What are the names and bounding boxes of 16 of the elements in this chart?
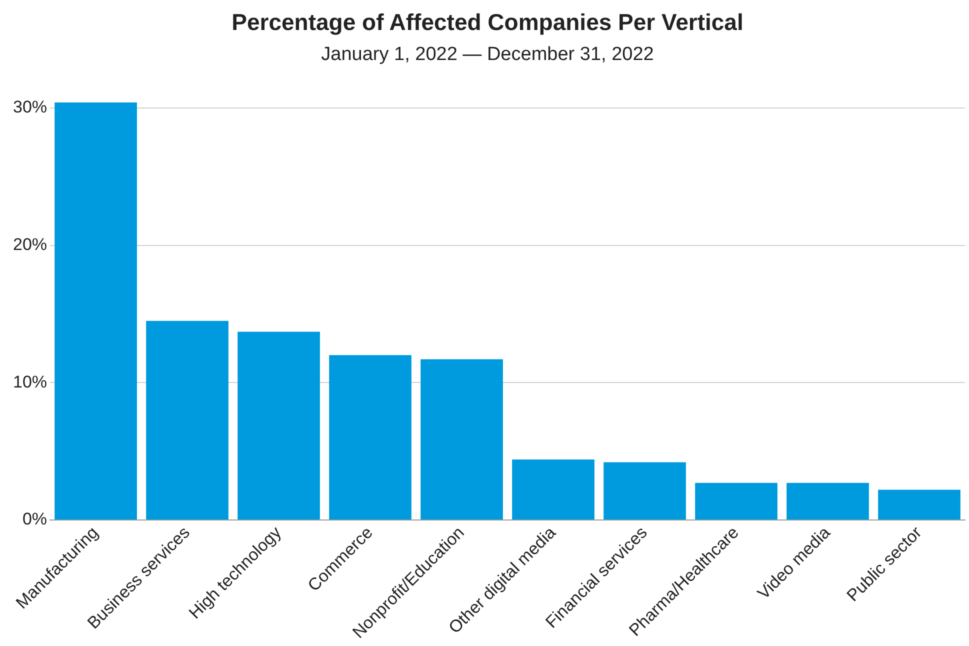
bar	[329, 355, 412, 520]
bar	[786, 482, 869, 520]
y-tick-label: 10%	[12, 372, 48, 392]
bar	[238, 332, 320, 520]
chart-title: Percentage of Affected Companies Per Vertical	[232, 9, 744, 36]
bar	[54, 102, 137, 520]
y-tick-label: 20%	[12, 234, 48, 254]
chart-subtitle: January 1, 2022 — December 31, 2022	[321, 44, 654, 66]
y-tick-label: 30%	[12, 98, 48, 117]
bar	[695, 482, 778, 520]
bar	[420, 359, 503, 520]
bar	[512, 460, 594, 520]
bar	[878, 490, 960, 520]
bar	[604, 462, 686, 520]
bar	[146, 320, 228, 520]
y-tick-label: 0%	[22, 510, 48, 529]
